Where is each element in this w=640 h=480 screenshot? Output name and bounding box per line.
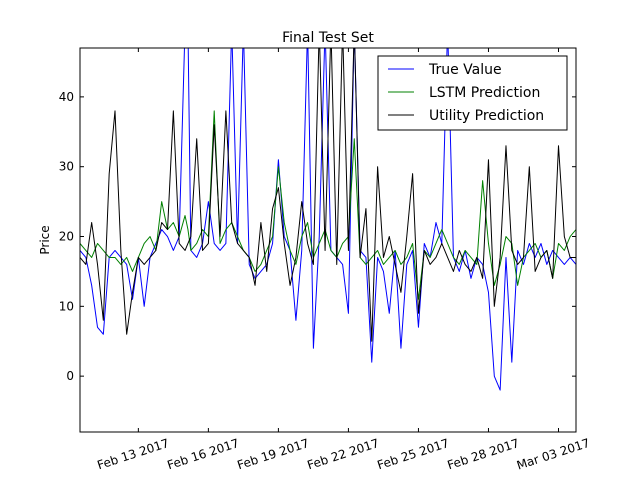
y-tick-label: 0 <box>66 369 74 383</box>
legend: True Value LSTM Prediction Utility Predict… <box>377 55 568 131</box>
legend-label: True Value <box>428 62 502 78</box>
plot-frame <box>79 47 577 433</box>
y-axis-label: Price <box>38 225 52 254</box>
y-tick-label: 30 <box>59 160 74 174</box>
legend-label: Utility Prediction <box>429 108 544 124</box>
y-axis: 0 10 20 30 40 <box>59 90 576 383</box>
chart-title: Final Test Set <box>282 30 374 46</box>
legend-label: LSTM Prediction <box>429 85 540 101</box>
y-tick-label: 20 <box>59 230 74 244</box>
series-line-true-value <box>80 48 576 391</box>
y-tick-label: 40 <box>59 90 74 104</box>
y-tick-label: 10 <box>59 299 74 313</box>
series-line-lstm-prediction <box>80 110 576 300</box>
series-layer <box>80 48 576 391</box>
legend-frame <box>377 55 568 131</box>
series-line-utility-prediction <box>80 48 576 342</box>
